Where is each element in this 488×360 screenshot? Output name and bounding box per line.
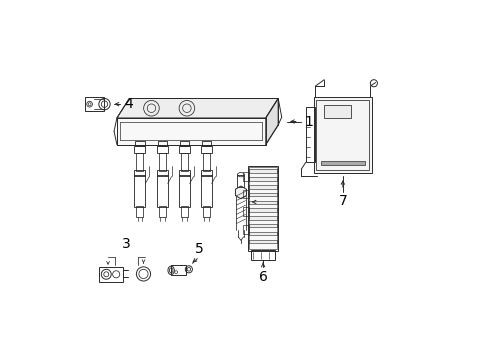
Text: 3: 3 — [122, 237, 131, 251]
Bar — [242, 207, 248, 216]
Polygon shape — [235, 186, 246, 199]
Bar — [248, 177, 277, 181]
Bar — [203, 206, 209, 217]
Bar — [179, 170, 189, 176]
Text: 7: 7 — [338, 194, 346, 208]
Bar — [324, 104, 350, 118]
Bar — [201, 175, 211, 207]
Bar — [134, 145, 145, 153]
Bar — [181, 206, 187, 217]
Bar — [248, 208, 277, 212]
Text: 4: 4 — [124, 97, 132, 111]
Bar — [136, 206, 143, 217]
Bar — [179, 141, 188, 146]
Bar — [134, 175, 145, 207]
Bar — [316, 100, 368, 170]
Bar — [136, 153, 143, 171]
Bar — [201, 170, 211, 176]
Bar — [305, 107, 314, 162]
Bar — [157, 170, 167, 176]
Bar — [250, 250, 275, 260]
Bar — [157, 175, 167, 207]
Text: 1: 1 — [304, 114, 313, 129]
Bar — [320, 161, 364, 165]
Text: 5: 5 — [195, 242, 203, 256]
Bar — [237, 175, 244, 187]
Bar — [135, 141, 144, 146]
Bar — [248, 239, 277, 243]
Bar — [242, 190, 248, 198]
Bar — [85, 98, 104, 111]
Text: 2: 2 — [260, 195, 269, 209]
Bar — [248, 185, 277, 189]
Bar — [99, 267, 123, 282]
Bar — [134, 170, 145, 176]
Bar — [157, 141, 166, 146]
Polygon shape — [117, 99, 278, 118]
Bar — [248, 224, 277, 228]
Text: 6: 6 — [258, 270, 267, 284]
Bar — [247, 166, 278, 251]
Bar — [313, 97, 371, 173]
Bar — [157, 145, 167, 153]
Polygon shape — [265, 99, 278, 145]
Bar — [242, 225, 248, 234]
Bar — [159, 206, 165, 217]
Polygon shape — [117, 118, 265, 145]
Bar — [203, 153, 209, 171]
Bar — [171, 265, 185, 275]
Bar — [242, 172, 248, 181]
Bar — [179, 175, 189, 207]
Bar — [248, 201, 277, 204]
Bar — [248, 169, 277, 173]
Bar — [249, 167, 276, 249]
Bar — [248, 232, 277, 235]
Bar — [159, 153, 165, 171]
Bar — [248, 216, 277, 220]
Bar — [179, 145, 189, 153]
Bar — [181, 153, 187, 171]
Bar — [201, 145, 211, 153]
Bar — [201, 141, 210, 146]
Bar — [248, 193, 277, 196]
